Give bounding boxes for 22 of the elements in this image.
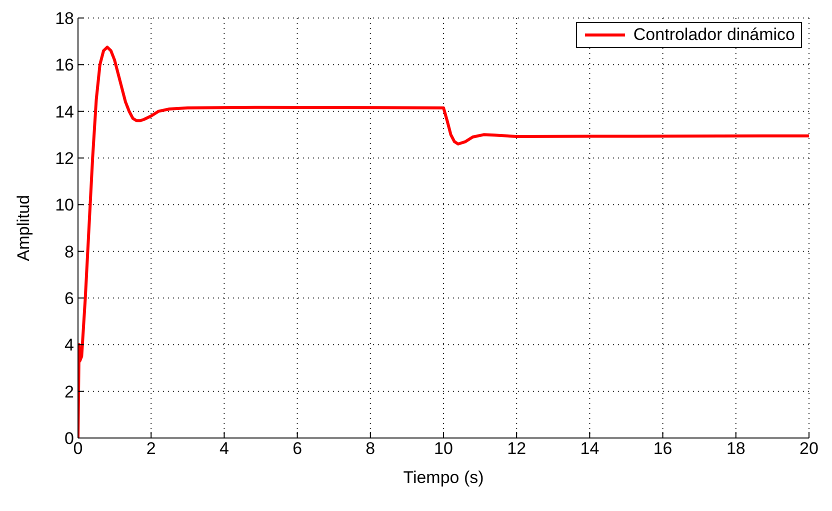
x-tick-label: 2 [146,439,156,458]
x-tick-label: 20 [800,439,818,458]
y-tick-label: 16 [55,56,74,75]
y-tick-label: 14 [55,102,74,122]
x-tick-label: 4 [219,439,229,458]
x-tick-label: 8 [366,439,376,458]
x-tick-label: 18 [726,439,746,458]
y-tick-label: 12 [55,149,74,168]
x-axis-title: Tiempo (s) [403,468,484,487]
y-tick-label: 10 [55,196,74,215]
x-tick-label: 10 [434,439,453,458]
y-tick-label: 2 [64,382,74,402]
legend-label: Controlador dinámico [633,25,795,45]
y-tick-label: 6 [64,289,74,308]
x-tick-label: 12 [507,439,526,458]
y-axis-title: Amplitud [14,194,34,262]
x-tick-label: 14 [580,439,600,458]
x-tick-label: 6 [292,439,302,458]
y-tick-label: 4 [64,336,74,355]
y-tick-label: 18 [55,9,74,28]
x-tick-label: 16 [653,439,672,458]
y-tick-label: 8 [64,242,74,262]
